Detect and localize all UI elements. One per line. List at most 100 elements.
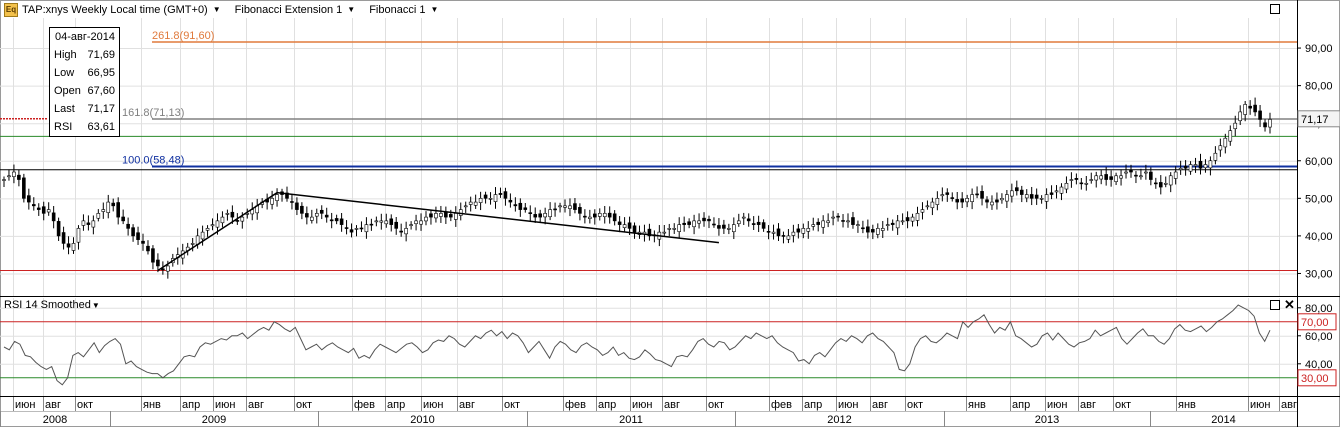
candle-body — [1069, 179, 1074, 181]
candle-body — [761, 222, 766, 229]
x-tick-label: окт — [504, 399, 520, 411]
y-tick-label: 60,00 — [1305, 156, 1333, 168]
candle-body — [672, 228, 677, 230]
candle-body — [290, 201, 294, 203]
chevron-down-icon[interactable]: ▼ — [91, 301, 100, 310]
x-tick-label: авг — [1080, 399, 1096, 411]
candle-body — [121, 216, 125, 222]
maximize-icon[interactable] — [1270, 4, 1280, 14]
fibonacci-label[interactable]: Fibonacci 1 — [369, 3, 426, 16]
x-tick-label: фев — [771, 399, 792, 411]
candle-body — [622, 224, 627, 228]
rsi-line — [3, 304, 1271, 386]
candle-body — [1268, 119, 1272, 128]
candle-body — [1203, 164, 1208, 169]
chart-title[interactable]: TAP:xnys Weekly Local time (GMT+0) — [22, 3, 208, 16]
candle-body — [12, 171, 16, 177]
candle-body — [995, 199, 999, 203]
x-tick-label: авг — [45, 399, 61, 411]
candle-body — [766, 231, 771, 233]
candle-body — [22, 177, 26, 199]
fib-level-label: 100.0(58,48) — [122, 154, 184, 166]
candle-body — [597, 213, 602, 217]
candle-body — [910, 216, 915, 222]
candle-body — [86, 222, 91, 225]
candle-body — [111, 202, 116, 207]
candle-body — [1000, 198, 1004, 201]
x-tick-label: янв — [968, 399, 986, 411]
candle-body — [1039, 198, 1044, 200]
fib-extension-trendline — [157, 191, 720, 272]
candle-body — [821, 220, 825, 228]
candle-body — [771, 231, 776, 234]
candle-body — [677, 224, 682, 232]
candle-body — [925, 205, 930, 208]
candle-body — [1188, 164, 1193, 172]
candle-body — [230, 211, 235, 218]
candle-body — [905, 217, 910, 222]
chevron-down-icon[interactable]: ▼ — [347, 5, 356, 14]
candle-body — [861, 227, 865, 230]
info-row: Last 71,17 — [50, 100, 119, 118]
candle-body — [349, 229, 354, 233]
maximize-icon[interactable] — [1270, 300, 1280, 310]
candle-body — [687, 221, 691, 225]
candle-body — [61, 232, 66, 244]
candle-body — [1084, 182, 1089, 185]
candle-body — [836, 215, 840, 218]
candle-body — [17, 174, 21, 180]
candle-body — [235, 220, 240, 222]
candle-body — [275, 194, 279, 201]
chevron-down-icon[interactable]: ▼ — [430, 5, 439, 14]
candle-body — [71, 243, 76, 251]
y-tick-label: 80,00 — [1305, 81, 1333, 93]
candle-body — [131, 227, 135, 237]
candle-body — [702, 217, 706, 222]
candle-body — [210, 224, 215, 227]
x-tick-label: июн — [838, 399, 858, 411]
close-icon[interactable]: ✕ — [1284, 297, 1295, 312]
rsi-level-label: 30,00 — [1301, 373, 1329, 385]
candle-body — [573, 203, 577, 210]
chevron-down-icon[interactable]: ▼ — [212, 5, 221, 14]
candle-body — [1263, 122, 1267, 128]
fib-extension-label[interactable]: Fibonacci Extension 1 — [234, 3, 343, 16]
candle-body — [563, 205, 567, 208]
rsi-panel-title[interactable]: RSI 14 Smoothed▼ — [4, 299, 100, 311]
candle-body — [727, 228, 731, 230]
candle-body — [627, 222, 632, 229]
candle-body — [920, 209, 925, 213]
candle-body — [612, 213, 617, 222]
rsi-level-box — [1297, 313, 1337, 331]
chart-header: Eq TAP:xnys Weekly Local time (GMT+0) ▼ F… — [4, 2, 438, 17]
candle-body — [558, 205, 562, 208]
candle-body — [399, 230, 403, 233]
candle-body — [300, 205, 304, 214]
candle-body — [434, 213, 438, 219]
candle-body — [414, 220, 418, 225]
candle-body — [498, 193, 503, 195]
info-label: High — [54, 49, 77, 61]
y-tick-label: 50,00 — [1305, 193, 1333, 205]
candle-body — [493, 194, 498, 202]
candle-body — [697, 220, 701, 224]
candle-body — [543, 213, 547, 218]
last-price-box — [1297, 110, 1340, 128]
rsi-level-label: 70,00 — [1301, 317, 1329, 329]
candle-body — [1228, 130, 1233, 142]
candle-body — [960, 198, 964, 203]
candle-body — [1074, 178, 1079, 180]
candle-body — [324, 214, 329, 218]
candle-body — [831, 216, 835, 219]
candle-body — [146, 245, 150, 252]
x-tick-label: июн — [15, 399, 35, 411]
x-year-label: 2014 — [1211, 414, 1235, 426]
x-year-label: 2008 — [43, 414, 67, 426]
candle-body — [1198, 160, 1203, 169]
fib-level-label: 261.8(91,60) — [152, 30, 214, 42]
candle-body — [1154, 182, 1158, 185]
candle-body — [955, 199, 960, 203]
candle-body — [1129, 170, 1133, 173]
info-value: 66,95 — [87, 67, 115, 79]
candle-body — [1233, 122, 1238, 130]
